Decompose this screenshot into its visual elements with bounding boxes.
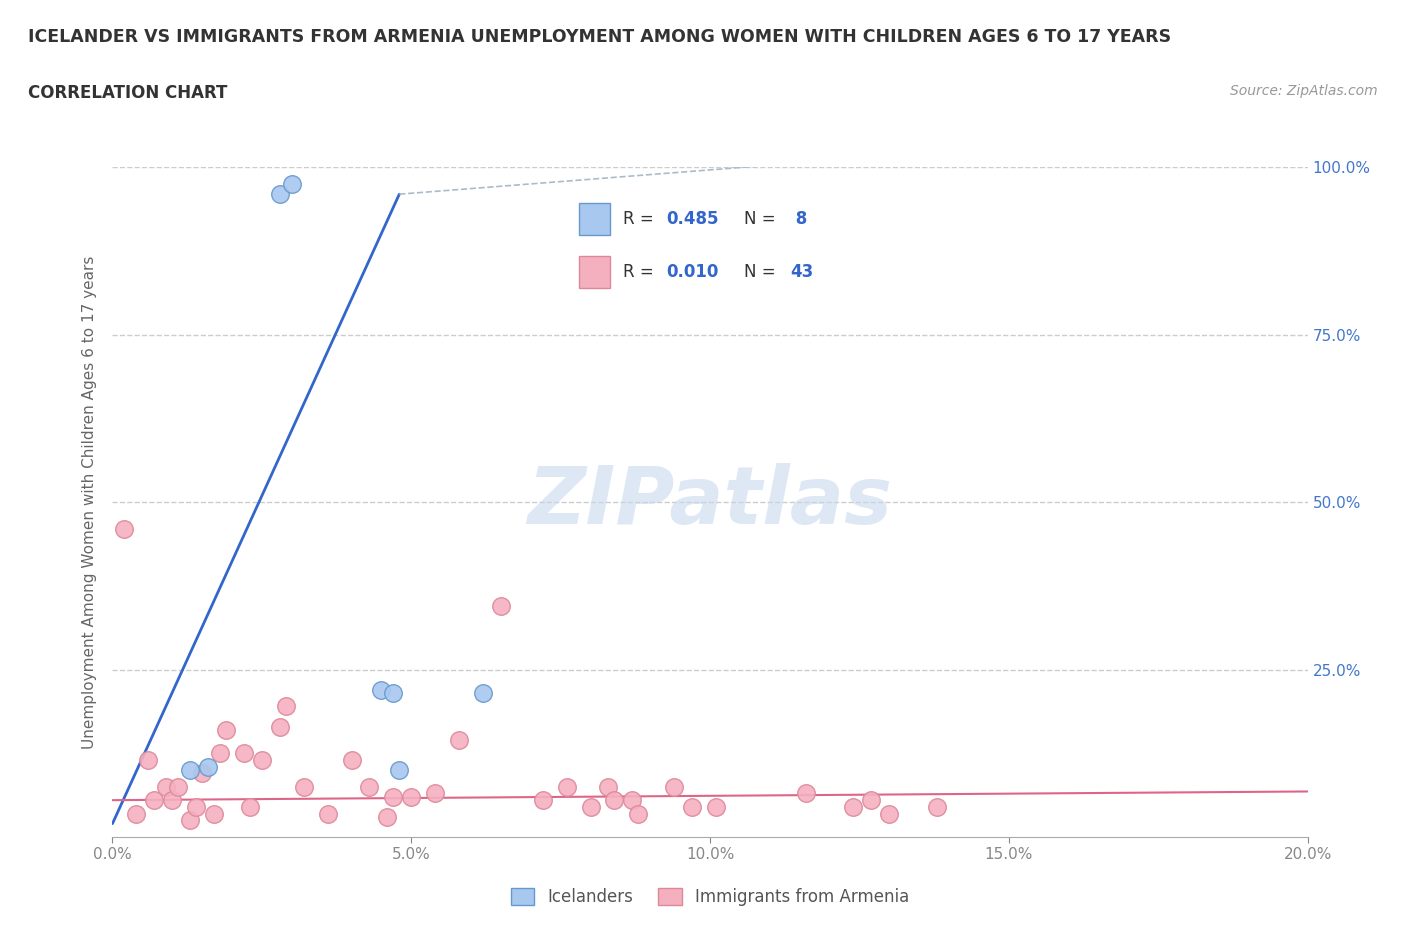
Point (208, 746, 231, 761)
Point (215, 723, 238, 737)
FancyBboxPatch shape (579, 204, 610, 235)
Text: 43: 43 (790, 262, 814, 281)
Point (250, 752, 273, 767)
Point (167, 779, 190, 794)
Point (292, 779, 315, 794)
Point (842, 800, 865, 815)
Text: 0.010: 0.010 (666, 262, 718, 281)
Point (281, 177, 304, 192)
Point (603, 792, 626, 807)
Point (877, 806, 901, 821)
Point (388, 763, 411, 777)
Point (401, 790, 423, 804)
Point (202, 806, 225, 821)
Point (232, 746, 256, 761)
Point (186, 800, 208, 815)
Text: 8: 8 (790, 210, 807, 229)
Point (340, 752, 363, 767)
Point (155, 779, 177, 794)
Point (860, 792, 883, 807)
Point (179, 813, 201, 828)
Point (382, 685, 405, 700)
Point (425, 786, 447, 801)
Point (138, 752, 160, 767)
Y-axis label: Unemployment Among Women with Children Ages 6 to 17 years: Unemployment Among Women with Children A… (82, 256, 97, 749)
Point (794, 786, 817, 801)
Point (472, 685, 495, 700)
Point (114, 522, 135, 537)
Point (191, 766, 214, 781)
Point (598, 779, 620, 794)
Point (704, 800, 727, 815)
Point (359, 779, 381, 794)
Point (531, 792, 554, 807)
Point (197, 759, 219, 774)
Point (274, 699, 297, 714)
Legend: Icelanders, Immigrants from Armenia: Icelanders, Immigrants from Armenia (501, 878, 920, 916)
FancyBboxPatch shape (579, 256, 610, 287)
Point (370, 683, 392, 698)
Point (447, 733, 470, 748)
Point (239, 800, 262, 815)
Point (316, 806, 339, 821)
Text: R =: R = (623, 262, 658, 281)
Point (377, 809, 399, 824)
Text: N =: N = (744, 262, 780, 281)
Point (269, 187, 291, 202)
Point (143, 792, 166, 807)
Text: R =: R = (623, 210, 658, 229)
Point (681, 800, 703, 815)
Point (382, 790, 405, 804)
Text: Source: ZipAtlas.com: Source: ZipAtlas.com (1230, 84, 1378, 98)
Point (489, 599, 512, 614)
Point (621, 792, 644, 807)
Point (162, 792, 183, 807)
Point (627, 806, 650, 821)
Text: N =: N = (744, 210, 780, 229)
Point (269, 719, 291, 734)
Point (125, 806, 148, 821)
Text: ZIPatlas: ZIPatlas (527, 463, 893, 541)
Point (664, 779, 686, 794)
Point (579, 800, 602, 815)
Text: ICELANDER VS IMMIGRANTS FROM ARMENIA UNEMPLOYMENT AMONG WOMEN WITH CHILDREN AGES: ICELANDER VS IMMIGRANTS FROM ARMENIA UNE… (28, 28, 1171, 46)
Point (555, 779, 578, 794)
Text: CORRELATION CHART: CORRELATION CHART (28, 84, 228, 101)
Text: 0.485: 0.485 (666, 210, 718, 229)
Point (927, 800, 949, 815)
Point (179, 763, 201, 777)
